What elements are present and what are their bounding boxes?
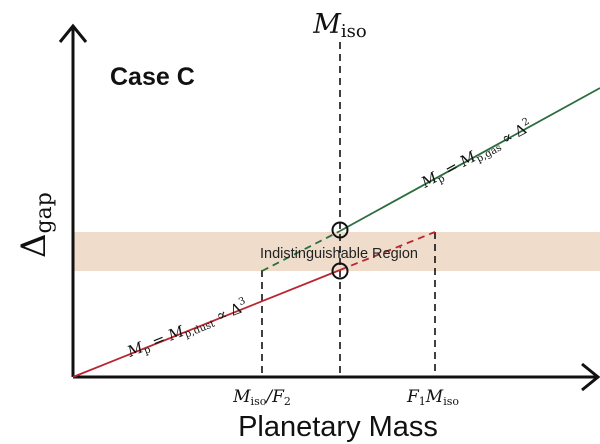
dust-line-dashed-extension <box>339 231 436 271</box>
y-axis-label: Δgap <box>14 192 57 258</box>
gas-relation-label: Mp = Mp,gas ∝ Δ2 <box>417 116 536 194</box>
gas-line-dashed-extension <box>261 230 341 272</box>
tick-label-iso-over-f2: Miso/F2 <box>232 387 291 408</box>
panel-label: Case C <box>110 63 195 91</box>
upper-intersection-circle <box>331 221 349 239</box>
tick-label-f1-iso: F1Miso <box>406 387 459 408</box>
iso-mass-top-label: Miso <box>312 9 367 42</box>
lower-intersection-circle <box>331 262 349 280</box>
dust-line <box>72 269 341 378</box>
y-axis-arrowhead <box>58 23 88 43</box>
region-label: Indistinguishable Region <box>260 246 418 262</box>
x-axis-arrowhead <box>581 362 600 392</box>
x-axis-label: Planetary Mass <box>238 411 438 443</box>
gas-line <box>339 87 600 232</box>
dust-relation-label: Mp = Mp,dust ∝ Δ3 <box>124 296 251 363</box>
